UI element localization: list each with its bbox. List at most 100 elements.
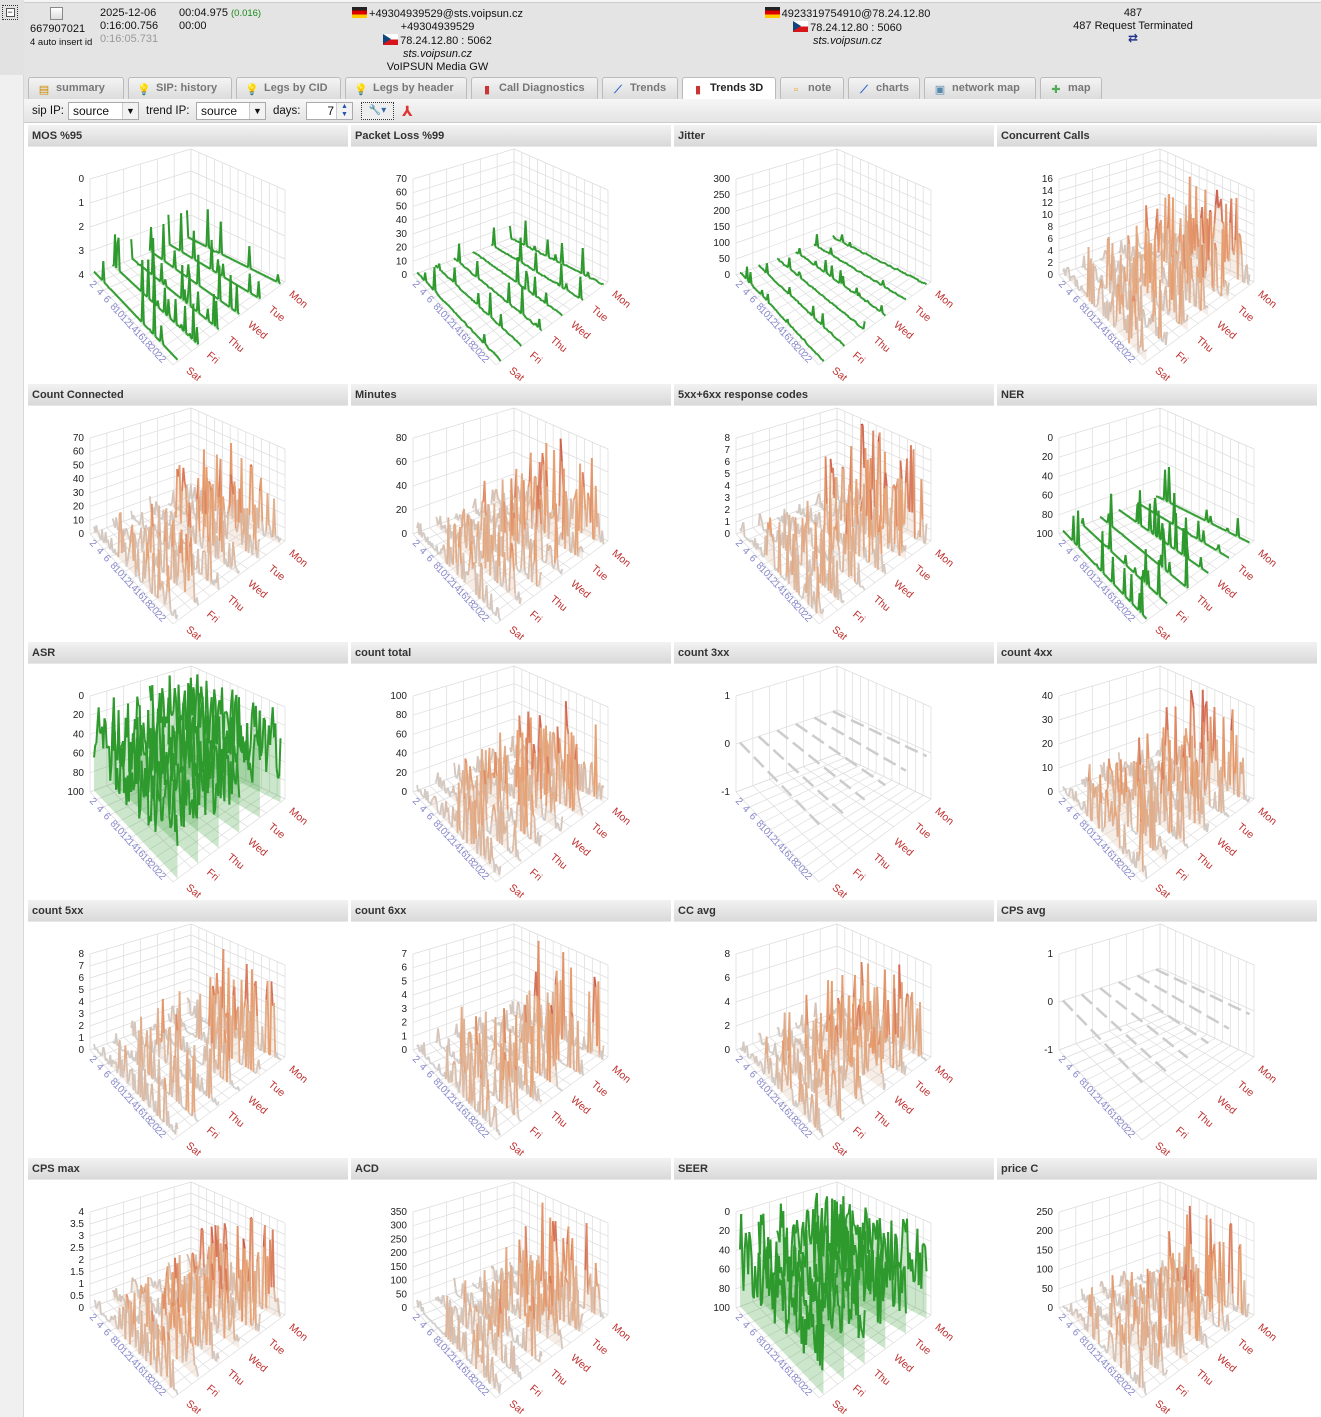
tab-trends-3d[interactable]: ▮ Trends 3D <box>682 77 776 100</box>
sip-ip-select[interactable]: source ▼ <box>68 102 139 120</box>
series-segment <box>458 315 461 319</box>
series-segment <box>1098 567 1101 571</box>
tab-note[interactable]: ▫ note <box>780 77 844 99</box>
series-segment <box>176 721 180 725</box>
series-segment <box>1189 558 1192 562</box>
series-segment <box>837 338 840 342</box>
series-segment <box>481 256 484 260</box>
series-area <box>795 456 886 575</box>
series-segment <box>258 538 261 542</box>
series-fri <box>1080 518 1168 606</box>
series-area <box>186 209 281 286</box>
series-segment <box>921 519 925 543</box>
series-segment <box>1236 518 1241 538</box>
series-segment <box>174 785 178 792</box>
series-segment <box>1174 577 1178 581</box>
y-tick-label: 2 <box>78 222 84 233</box>
settings-menu-button[interactable]: 🔧▾ <box>361 102 394 120</box>
series-segment <box>478 530 482 540</box>
hour-tick-label: 2 <box>87 279 99 291</box>
series-segment <box>427 283 431 287</box>
select-checkbox[interactable] <box>50 7 63 20</box>
series-segment <box>1178 506 1182 509</box>
sip-ip-value: source <box>73 104 110 118</box>
series-segment <box>141 543 145 552</box>
series-segment <box>143 323 146 327</box>
series-segment <box>513 570 517 594</box>
spinner-icon[interactable]: ▲ ▼ <box>336 103 352 119</box>
pdf-export-icon[interactable]: ⅄ <box>402 103 413 119</box>
series-segment <box>550 305 554 309</box>
status-info: 487 487 Request Terminated ⇄ <box>1053 7 1213 44</box>
series-segment <box>809 507 813 522</box>
series-segment <box>193 778 197 815</box>
series-segment <box>814 318 818 322</box>
series-segment <box>190 305 193 309</box>
series-segment <box>760 546 763 556</box>
series-segment <box>870 255 873 259</box>
series-segment <box>170 244 173 247</box>
series-segment <box>168 675 172 714</box>
series-segment <box>833 236 837 240</box>
days-input[interactable]: 7 ▲ ▼ <box>306 102 353 120</box>
series-sat <box>739 517 825 621</box>
collapse-row-button[interactable]: − <box>2 5 18 20</box>
series-segment <box>1153 559 1156 563</box>
series-segment <box>259 272 262 275</box>
tab-charts[interactable]: ⟋ charts <box>848 77 920 99</box>
series-segment <box>486 284 490 288</box>
series-segment <box>202 243 205 247</box>
series-segment <box>209 321 213 325</box>
series-segment <box>800 337 804 340</box>
series-segment <box>170 352 174 356</box>
series-segment <box>434 264 438 268</box>
day-tick-label: Mon <box>610 288 633 310</box>
tab-sip-history[interactable]: 💡 SIP: history <box>128 77 232 99</box>
series-segment <box>837 588 841 600</box>
series-segment <box>575 295 579 299</box>
series-segment <box>133 533 137 577</box>
series-segment <box>476 573 480 598</box>
series-segment <box>549 305 552 308</box>
series-segment <box>1092 263 1096 307</box>
series-segment <box>1123 567 1127 597</box>
tab-trends[interactable]: ⟋ Trends <box>602 77 678 99</box>
series-segment <box>1112 552 1116 556</box>
series-segment <box>1085 527 1089 530</box>
series-segment <box>154 253 157 256</box>
series-segment <box>190 278 193 282</box>
series-segment <box>200 262 204 266</box>
series-segment <box>1086 555 1090 559</box>
day-tick-label: Sat <box>184 882 204 898</box>
day-tick-label: Sat <box>507 882 527 898</box>
series-segment <box>491 748 495 753</box>
series-segment <box>197 291 201 314</box>
series-segment <box>771 305 775 309</box>
series-segment <box>204 265 208 268</box>
series-segment <box>1154 560 1157 564</box>
tab-legs-by-header[interactable]: 💡 Legs by header <box>345 77 467 99</box>
series-segment <box>1121 533 1125 537</box>
tab-map[interactable]: ✚ map <box>1040 77 1102 99</box>
tab-summary[interactable]: ▤ summary <box>28 77 124 99</box>
series-segment <box>193 308 197 312</box>
series-segment <box>765 522 769 556</box>
series-segment <box>527 481 531 488</box>
trend-ip-select[interactable]: source ▼ <box>196 102 266 120</box>
tab-network-map[interactable]: ▣ network map <box>924 77 1036 99</box>
tab-call-diagnostics[interactable]: ▮ Call Diagnostics <box>471 77 598 99</box>
series-segment <box>1197 277 1201 310</box>
series-segment <box>479 562 483 568</box>
series-segment <box>854 581 857 584</box>
series-segment <box>876 532 880 570</box>
tab-legs-by-cid[interactable]: 💡 Legs by CID <box>236 77 341 99</box>
series-segment <box>742 275 746 278</box>
series-segment <box>1194 536 1197 539</box>
y-tick-label: 50 <box>396 201 408 212</box>
series-segment <box>869 277 873 280</box>
series-segment <box>819 606 823 614</box>
series-segment <box>143 293 147 297</box>
series-segment <box>1226 282 1230 296</box>
series-segment <box>1247 540 1250 544</box>
series-segment <box>480 339 483 342</box>
